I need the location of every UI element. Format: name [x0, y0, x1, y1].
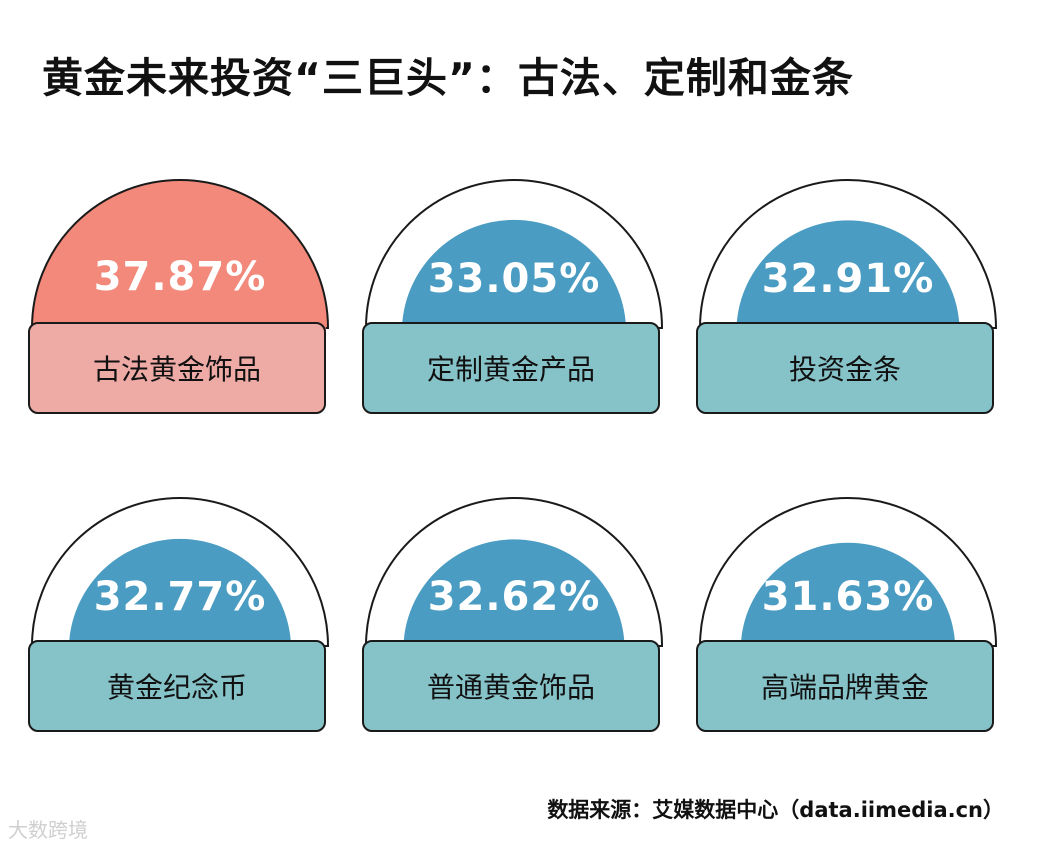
gauge-card: 32.77% 黄金纪念币	[28, 480, 332, 742]
chart-title: 黄金未来投资“三巨头”：古法、定制和金条	[42, 54, 854, 102]
gauge-label: 古法黄金饰品	[28, 322, 326, 414]
watermark-logo: 大数跨境	[8, 818, 88, 842]
gauge-dome	[30, 497, 330, 650]
gauge-dome	[698, 179, 998, 332]
gauge-fill	[403, 539, 625, 650]
gauge-dome	[698, 497, 998, 650]
gauge-card: 33.05% 定制黄金产品	[362, 162, 666, 424]
gauge-label: 普通黄金饰品	[362, 640, 660, 732]
gauge-value: 32.91%	[761, 256, 935, 302]
gauge-card: 32.91% 投资金条	[696, 162, 1000, 424]
gauge-label: 投资金条	[696, 322, 994, 414]
gauge-fill	[736, 220, 960, 332]
gauge-card: 31.63% 高端品牌黄金	[696, 480, 1000, 742]
gauge-value: 33.05%	[427, 256, 601, 302]
gauge-value: 37.87%	[93, 254, 267, 300]
data-source: 数据来源：艾媒数据中心（data.iimedia.cn）	[547, 798, 1004, 822]
gauge-fill	[740, 542, 956, 650]
gauge-value: 31.63%	[761, 574, 935, 620]
gauge-value: 32.62%	[427, 574, 601, 620]
gauge-card: 32.62% 普通黄金饰品	[362, 480, 666, 742]
gauge-dome	[364, 179, 664, 332]
gauge-fill	[68, 538, 292, 650]
gauge-fill	[34, 186, 326, 332]
gauge-card: 37.87% 古法黄金饰品	[28, 162, 332, 424]
gauge-value: 32.77%	[93, 574, 267, 620]
gauge-label: 黄金纪念币	[28, 640, 326, 732]
gauge-label: 高端品牌黄金	[696, 640, 994, 732]
gauge-fill	[401, 219, 627, 332]
gauge-dome	[30, 179, 330, 332]
gauge-label: 定制黄金产品	[362, 322, 660, 414]
gauge-dome	[364, 497, 664, 650]
